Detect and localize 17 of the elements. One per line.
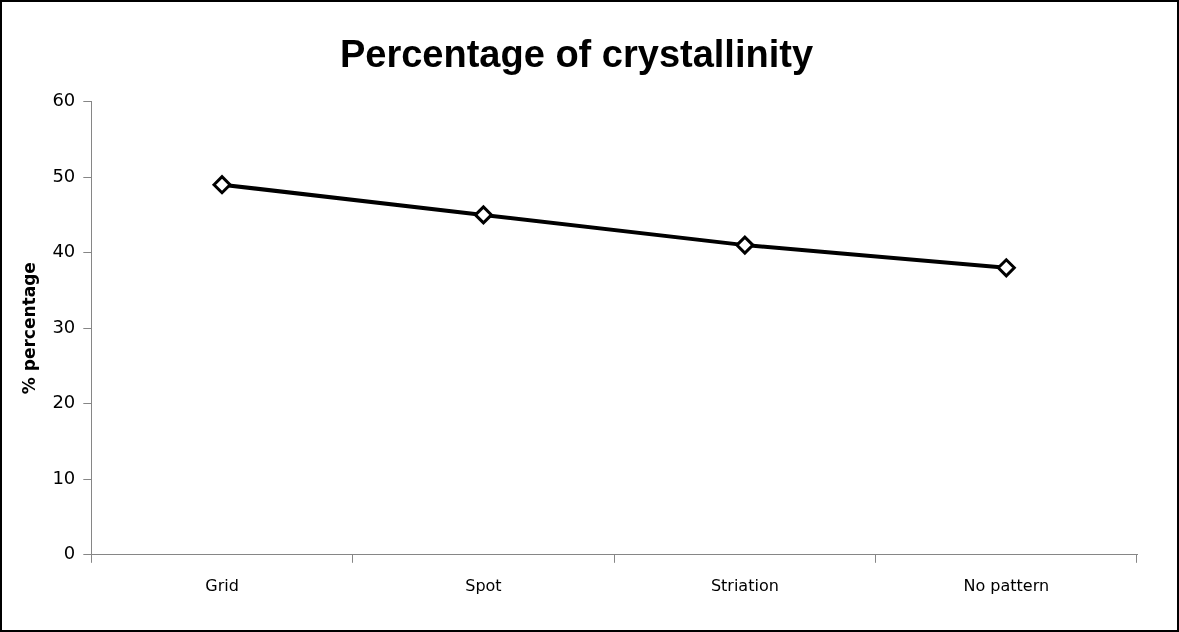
y-tick-label: 10 xyxy=(52,466,76,488)
y-tick-label: 20 xyxy=(52,391,76,413)
y-tick-label: 40 xyxy=(52,240,76,262)
x-tick-label: Spot xyxy=(465,575,502,595)
y-tick-label: 50 xyxy=(52,164,76,186)
y-tick-label: 60 xyxy=(52,89,76,111)
x-tick-label: No pattern xyxy=(963,575,1050,595)
point xyxy=(212,175,232,195)
point xyxy=(735,235,755,255)
x-tick-label: Grid xyxy=(205,575,239,595)
y-axis-title: % percentage xyxy=(18,262,39,395)
chart-title: Percentage of crystallinity xyxy=(339,33,814,76)
y-tick-label: 0 xyxy=(63,542,76,564)
point xyxy=(996,258,1016,278)
y-tick-label: 30 xyxy=(52,315,76,337)
point xyxy=(473,205,493,225)
x-tick-label: Striation xyxy=(710,575,779,595)
